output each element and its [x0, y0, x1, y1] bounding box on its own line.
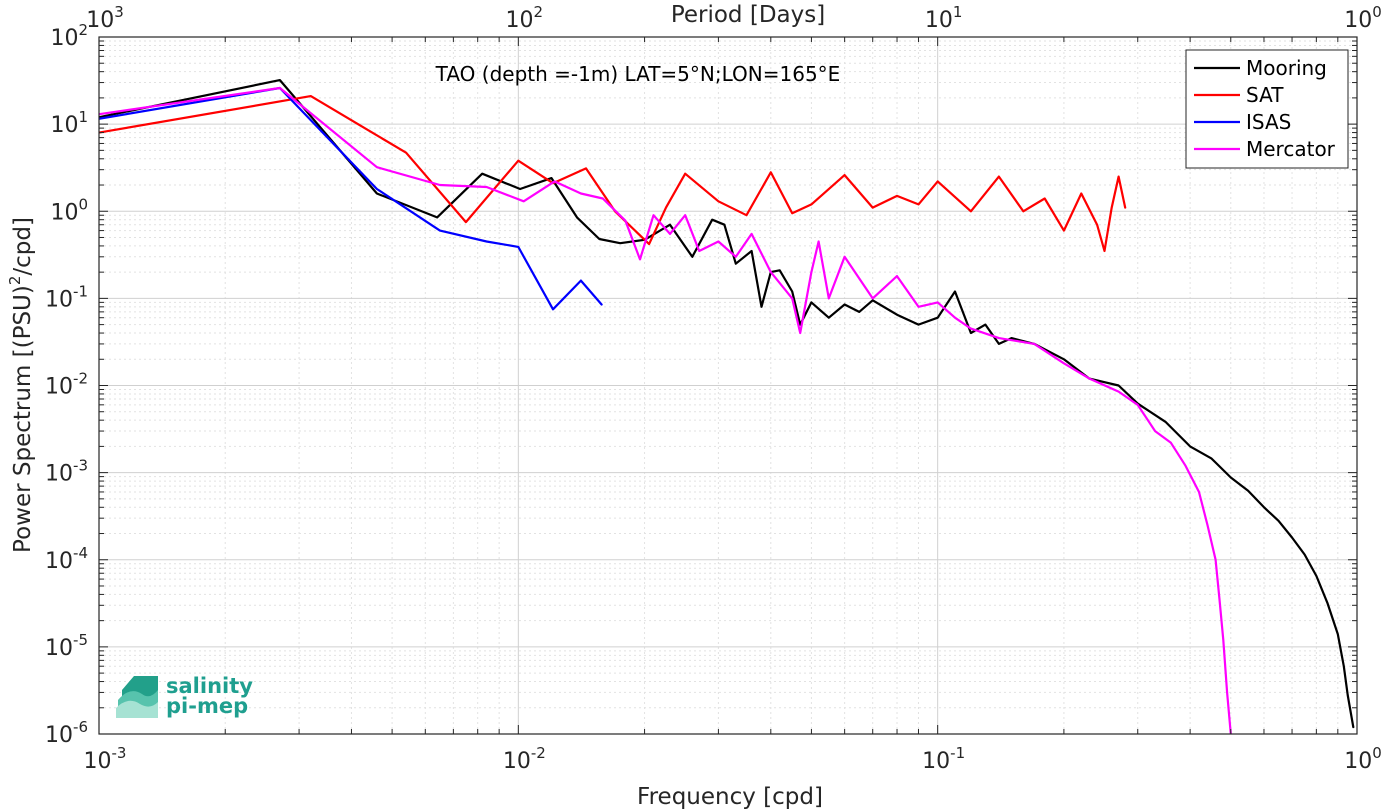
- legend-label: ISAS: [1246, 110, 1291, 134]
- y-tick-label: 10-1: [45, 282, 88, 312]
- y-axis-label-main: Power Spectrum [(PSU): [10, 285, 36, 553]
- logo-text-line2: pi-mep: [166, 694, 248, 718]
- y-axis-label-tail: /cpd]: [10, 217, 36, 276]
- y-tick-label: 10-3: [45, 457, 88, 487]
- x-tick-label: 10-2: [503, 744, 546, 774]
- x-axis-label: Frequency [cpd]: [637, 784, 823, 809]
- salinity-pimep-logo: salinity pi-mep: [116, 674, 253, 718]
- y-axis-label-exp: 2: [6, 276, 24, 286]
- series-group: [99, 79, 1355, 734]
- series-line-mooring: [99, 79, 1355, 729]
- x-tick-label: 10-3: [84, 744, 127, 774]
- x2-tick-label: 103: [86, 3, 124, 33]
- x-tick-label: 100: [1344, 744, 1382, 774]
- axes-frame: [98, 36, 1358, 735]
- logo-text-line1: salinity: [166, 674, 253, 698]
- y-tick-label: 10-6: [45, 718, 88, 748]
- chart-annotation: TAO (depth =-1m) LAT=5°N;LON=165°E: [435, 62, 841, 86]
- x2-tick-label: 102: [506, 3, 544, 33]
- y-tick-label: 10-5: [45, 631, 88, 661]
- series-line-sat: [99, 95, 1127, 253]
- y-tick-label: 101: [50, 108, 88, 138]
- legend-label: SAT: [1246, 83, 1284, 107]
- y-tick-label: 100: [50, 195, 88, 225]
- y-tick-label: 102: [50, 21, 88, 51]
- x-tick-label: 10-1: [922, 744, 965, 774]
- x2-tick-label: 100: [1344, 3, 1382, 33]
- series-line-isas: [99, 86, 603, 311]
- x2-tick-label: 101: [925, 3, 963, 33]
- legend-label: Mooring: [1246, 56, 1327, 80]
- tick-marks: [98, 36, 1358, 735]
- y-axis-label: Power Spectrum [(PSU)2/cpd]: [6, 217, 36, 553]
- wave-logo-icon: [116, 676, 158, 718]
- legend-label: Mercator: [1246, 137, 1336, 161]
- top-axis-label: Period [Days]: [671, 2, 825, 28]
- legend: Mooring SAT ISAS Mercator: [1185, 49, 1349, 169]
- y-tick-label: 10-2: [45, 370, 88, 400]
- series-line-mercator: [99, 86, 1232, 734]
- y-tick-label: 10-4: [45, 544, 88, 574]
